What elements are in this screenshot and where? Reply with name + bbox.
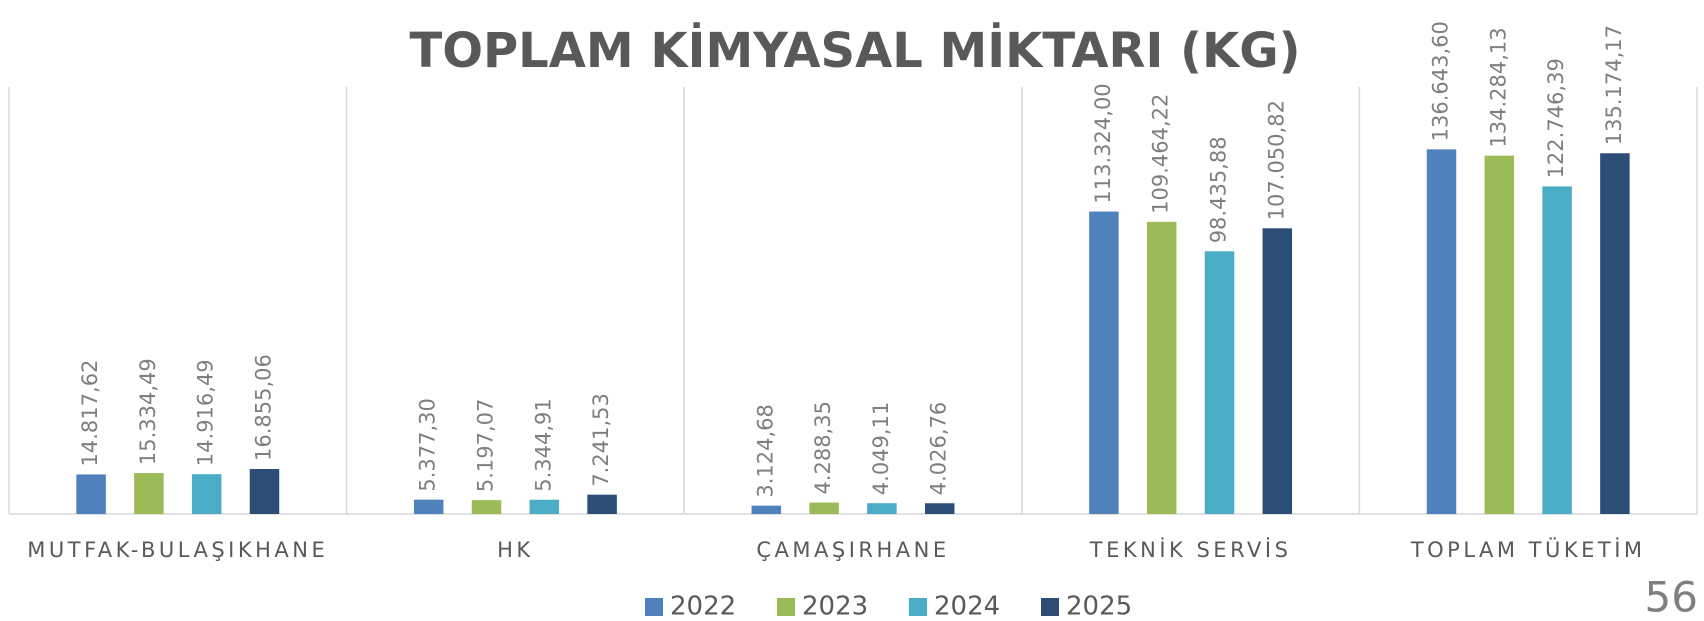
data-label: 98.435,88 [1207, 136, 1231, 243]
legend-swatch [645, 598, 663, 616]
legend-label: 2024 [934, 592, 1000, 621]
page-number: 56 [1645, 573, 1698, 621]
bar [529, 499, 560, 514]
data-label: 15.334,49 [136, 358, 160, 465]
x-tick-label: TOPLAM TÜKETİM [1410, 537, 1646, 562]
bar [1600, 153, 1630, 514]
data-label: 5.344,91 [531, 398, 555, 492]
chart-title: TOPLAM KİMYASAL MİKTARI (KG) [409, 22, 1300, 79]
data-label: 107.050,82 [1264, 100, 1288, 220]
bar [1484, 155, 1515, 515]
data-label: 14.916,49 [194, 359, 218, 466]
bar [1089, 211, 1119, 514]
bar [809, 502, 839, 514]
legend-swatch [909, 598, 927, 616]
legend-label: 2025 [1066, 592, 1132, 621]
bar [1262, 228, 1293, 515]
x-tick-label: HK [497, 538, 534, 562]
data-label: 5.197,07 [474, 399, 498, 493]
bar [867, 503, 897, 514]
data-label: 4.026,76 [927, 402, 951, 496]
data-label: 3.124,68 [753, 404, 777, 498]
data-label: 122.746,39 [1544, 58, 1568, 178]
data-label: 136.643,60 [1429, 21, 1453, 141]
bar [1146, 221, 1177, 514]
bar [1426, 149, 1457, 514]
data-label: 4.049,11 [869, 402, 893, 496]
legend-label: 2022 [670, 592, 736, 621]
legend-swatch [1041, 598, 1059, 616]
data-label: 135.174,17 [1602, 25, 1626, 145]
data-label: 16.855,06 [252, 354, 276, 461]
x-tick-label: ÇAMAŞIRHANE [756, 538, 949, 562]
x-tick-label: MUTFAK-BULAŞIKHANE [27, 538, 328, 562]
data-label: 4.288,35 [811, 401, 835, 495]
bar [249, 469, 280, 514]
data-label: 113.324,00 [1091, 83, 1115, 203]
bar [191, 474, 222, 514]
data-label: 5.377,30 [416, 398, 440, 492]
data-label: 134.284,13 [1486, 27, 1510, 147]
x-tick-label: TEKNİK SERVİS [1089, 537, 1292, 562]
bar [587, 494, 617, 514]
legend-swatch [777, 598, 795, 616]
legend-label: 2023 [802, 592, 868, 621]
bar [1204, 251, 1235, 514]
data-label: 14.817,62 [78, 360, 102, 467]
bar [413, 499, 444, 514]
data-label: 7.241,53 [589, 393, 613, 487]
bar [134, 473, 164, 514]
data-label: 109.464,22 [1149, 94, 1173, 214]
bar [76, 474, 106, 514]
bar [471, 500, 502, 514]
bar [1542, 186, 1572, 514]
bar [751, 505, 782, 514]
bar [924, 503, 955, 514]
